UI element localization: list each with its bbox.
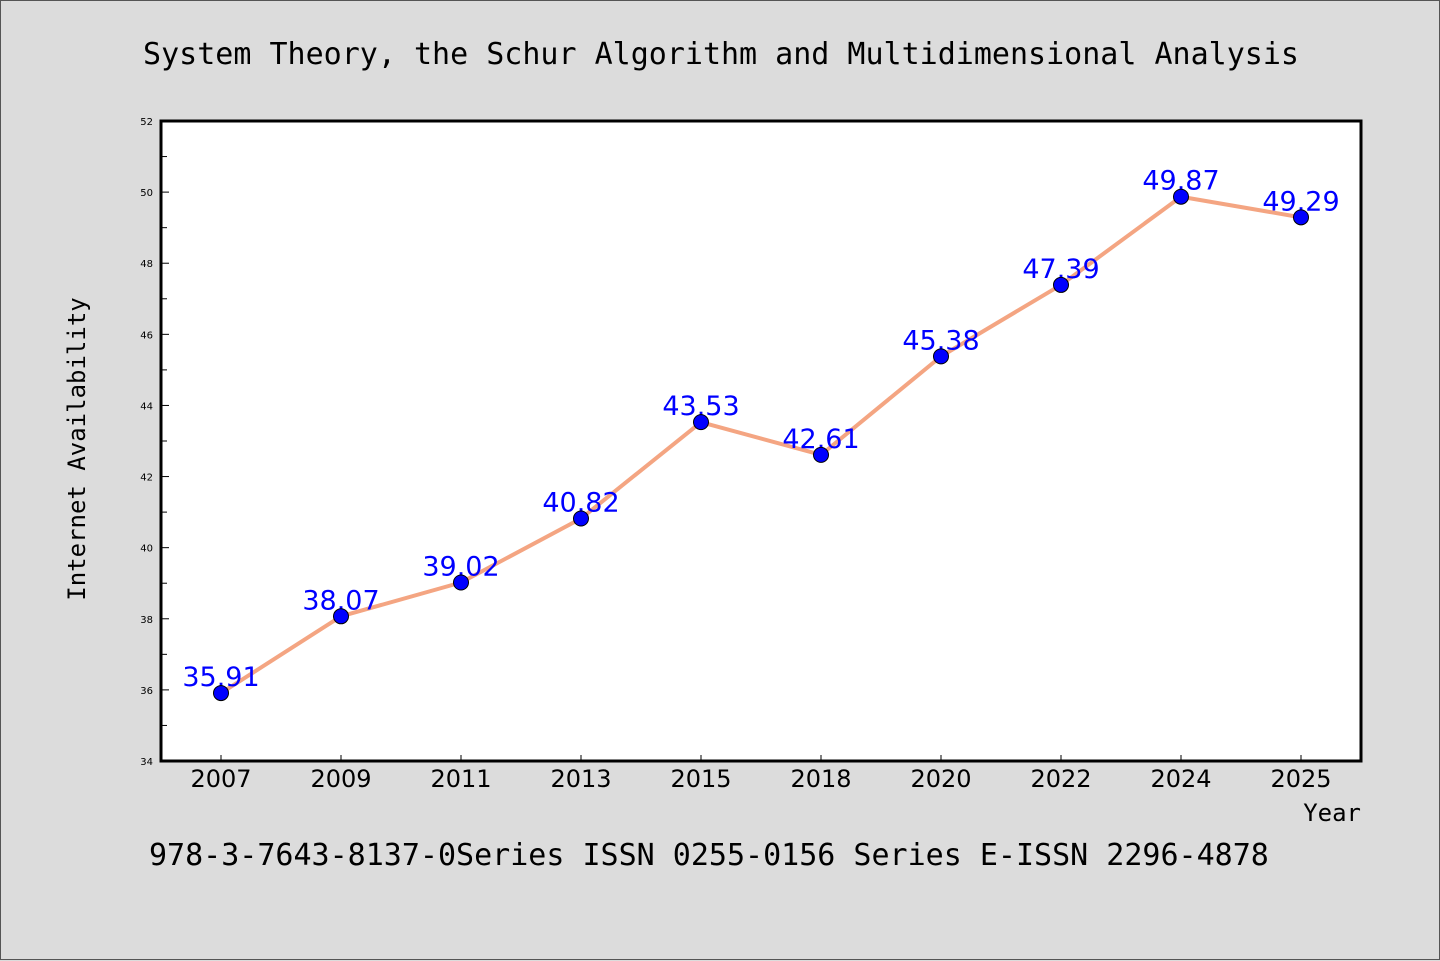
x-tick-label: 2011 <box>430 765 491 793</box>
data-point <box>213 685 229 702</box>
y-tick-label: 38 <box>140 615 153 626</box>
x-tick-label: 2007 <box>190 765 251 793</box>
x-axis-title: Year <box>1303 799 1361 827</box>
y-tick-label: 36 <box>140 686 153 697</box>
plot-border <box>159 119 1363 763</box>
x-tick-label: 2009 <box>310 765 371 793</box>
y-tick-label: 50 <box>140 188 153 199</box>
y-tick-label: 52 <box>140 117 153 128</box>
data-point <box>1173 188 1189 205</box>
data-point <box>333 608 349 625</box>
y-tick-label: 40 <box>140 544 153 555</box>
y-tick-label: 34 <box>140 757 153 768</box>
data-point <box>1053 276 1069 293</box>
data-point <box>813 446 829 463</box>
data-point <box>453 574 469 591</box>
footer-text: 978-3-7643-8137-0Series ISSN 0255-0156 S… <box>149 838 1269 873</box>
x-tick-label: 2020 <box>910 765 971 793</box>
x-tick-label: 2015 <box>670 765 731 793</box>
x-tick-label: 2025 <box>1270 765 1331 793</box>
x-tick-label: 2018 <box>790 765 851 793</box>
y-axis-title: Internet Availability <box>63 297 91 600</box>
chart-title: System Theory, the Schur Algorithm and M… <box>143 37 1299 72</box>
plot-area <box>161 121 1361 761</box>
data-point <box>573 510 589 527</box>
x-tick-label: 2022 <box>1030 765 1091 793</box>
data-point <box>933 348 949 365</box>
y-tick-label: 42 <box>140 473 153 484</box>
x-tick-label: 2013 <box>550 765 611 793</box>
data-point <box>1293 209 1309 226</box>
series-line <box>219 194 1303 696</box>
y-tick-label: 48 <box>140 259 153 270</box>
data-point <box>693 414 709 431</box>
x-tick-label: 2024 <box>1150 765 1211 793</box>
y-tick-label: 46 <box>140 330 153 341</box>
y-tick-label: 44 <box>140 401 153 412</box>
